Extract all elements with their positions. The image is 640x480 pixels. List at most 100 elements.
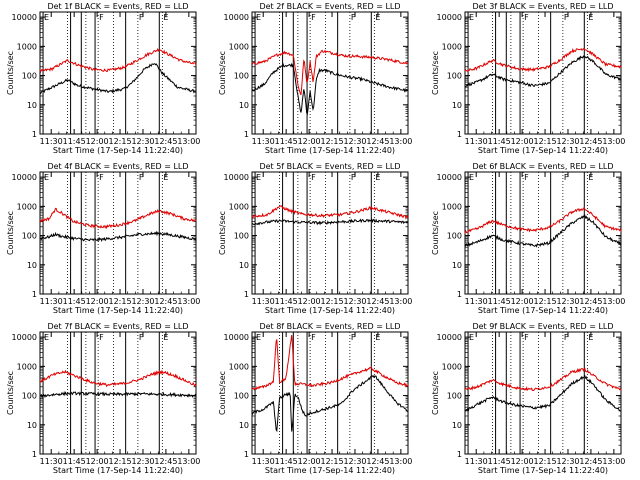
y-tick-label: 10000 [437, 13, 462, 22]
x-tick-label: 12:15 [321, 457, 344, 466]
y-tick-label: 1000 [442, 362, 462, 371]
detector-panel-7: Det 7f BLACK = Events, RED = LLD 1 10 100 10… [6, 322, 200, 475]
x-tick-label: 12:15 [534, 137, 557, 146]
x-tick-label: 12:30 [556, 297, 579, 306]
x-tick-label: 12:15 [109, 457, 132, 466]
x-tick-label: 11:30 [40, 297, 63, 306]
y-tick-label: 10000 [437, 173, 462, 182]
flag-letter: E [469, 13, 474, 22]
series-lld-line [251, 334, 409, 391]
x-tick-label: 11:45 [275, 457, 298, 466]
x-axis-label: Start Time (17-Sep-14 11:22:40) [478, 466, 608, 475]
series-lld-line [251, 49, 409, 96]
y-axis-label: Counts/sec [431, 211, 440, 255]
y-tick-label: 1000 [229, 42, 249, 51]
y-tick-label: 10 [239, 101, 249, 110]
x-tick-label: 13:00 [389, 457, 412, 466]
panel-title: Det 4f BLACK = Events, RED = LLD [47, 162, 188, 171]
y-axis-label: Counts/sec [431, 371, 440, 415]
y-tick-label: 10000 [437, 333, 462, 342]
x-tick-label: 13:00 [177, 297, 200, 306]
x-tick-label: 11:30 [465, 137, 488, 146]
x-tick-label: 13:00 [177, 457, 200, 466]
flag-letter: E [256, 333, 261, 342]
flag-letter: E [163, 173, 168, 182]
x-tick-label: 12:30 [556, 457, 579, 466]
plot-frame [39, 11, 197, 135]
flag-letter: F [524, 333, 529, 342]
x-tick-label: 11:45 [488, 297, 511, 306]
y-tick-label: 10 [452, 261, 462, 270]
x-tick-label: 12:30 [131, 137, 154, 146]
series-events-line [39, 63, 197, 95]
x-tick-label: 11:30 [40, 137, 63, 146]
x-tick-label: 12:45 [154, 457, 177, 466]
y-tick-label: 10000 [224, 173, 249, 182]
x-tick-label: 13:00 [177, 137, 200, 146]
flag-letter: F [99, 13, 104, 22]
plot-frame [464, 11, 622, 135]
x-tick-label: 12:00 [511, 137, 534, 146]
y-tick-label: 10 [27, 261, 37, 270]
detector-panel-2: Det 2f BLACK = Events, RED = LLD 1 10 100 10… [218, 2, 412, 155]
y-tick-label: 1 [457, 130, 462, 139]
panel-title: Det 8f BLACK = Events, RED = LLD [259, 322, 400, 331]
detector-panel-1: Det 1f BLACK = Events, RED = LLD 1 10 100 10… [6, 2, 200, 155]
series-lld-line [39, 207, 197, 230]
flag-letter: F [311, 13, 316, 22]
x-tick-label: 12:45 [154, 137, 177, 146]
flag-letter: F [564, 173, 569, 182]
x-tick-label: 11:45 [275, 297, 298, 306]
panel-title: Det 5f BLACK = Events, RED = LLD [259, 162, 400, 171]
y-tick-label: 10 [452, 421, 462, 430]
flag-letter: E [375, 333, 380, 342]
x-tick-label: 12:00 [298, 297, 321, 306]
detector-panel-8: Det 8f BLACK = Events, RED = LLD 1 10 100 10… [218, 322, 412, 475]
flag-letter: E [375, 173, 380, 182]
x-tick-label: 13:00 [389, 137, 412, 146]
flag-letter: F [351, 173, 356, 182]
y-tick-label: 10000 [12, 173, 37, 182]
plot-frame [251, 331, 409, 455]
flag-letter: F [524, 13, 529, 22]
y-tick-label: 1 [457, 290, 462, 299]
y-tick-label: 100 [447, 392, 462, 401]
y-tick-label: 1 [32, 450, 37, 459]
x-tick-label: 13:00 [602, 137, 625, 146]
series-events-line [251, 62, 409, 116]
series-events-line [464, 374, 622, 412]
series-events-line [251, 218, 409, 226]
y-tick-label: 100 [22, 392, 37, 401]
flag-letter: E [588, 173, 593, 182]
y-tick-label: 100 [447, 232, 462, 241]
x-tick-label: 12:30 [131, 457, 154, 466]
x-tick-label: 12:30 [131, 297, 154, 306]
y-tick-label: 10 [27, 101, 37, 110]
x-tick-label: 11:30 [465, 297, 488, 306]
x-axis-label: Start Time (17-Sep-14 11:22:40) [53, 146, 183, 155]
x-tick-label: 12:00 [86, 297, 109, 306]
x-tick-label: 12:45 [366, 457, 389, 466]
y-tick-label: 1000 [17, 42, 37, 51]
y-tick-label: 1000 [17, 202, 37, 211]
x-tick-label: 11:45 [488, 457, 511, 466]
x-tick-label: 12:00 [86, 137, 109, 146]
series-events-line [251, 374, 409, 433]
x-tick-label: 12:30 [556, 137, 579, 146]
x-tick-label: 13:00 [602, 297, 625, 306]
y-tick-label: 10000 [224, 13, 249, 22]
series-lld-line [39, 369, 197, 388]
series-events-line [464, 214, 622, 248]
y-tick-label: 100 [447, 72, 462, 81]
series-lld-line [464, 367, 622, 392]
x-tick-label: 11:45 [63, 137, 86, 146]
series-lld-line [39, 47, 197, 73]
x-tick-label: 12:30 [343, 457, 366, 466]
y-axis-label: Counts/sec [6, 211, 15, 255]
x-tick-label: 11:45 [63, 297, 86, 306]
x-axis-label: Start Time (17-Sep-14 11:22:40) [478, 146, 608, 155]
x-tick-label: 11:30 [40, 457, 63, 466]
x-tick-label: 11:45 [63, 457, 86, 466]
x-tick-label: 12:00 [298, 457, 321, 466]
